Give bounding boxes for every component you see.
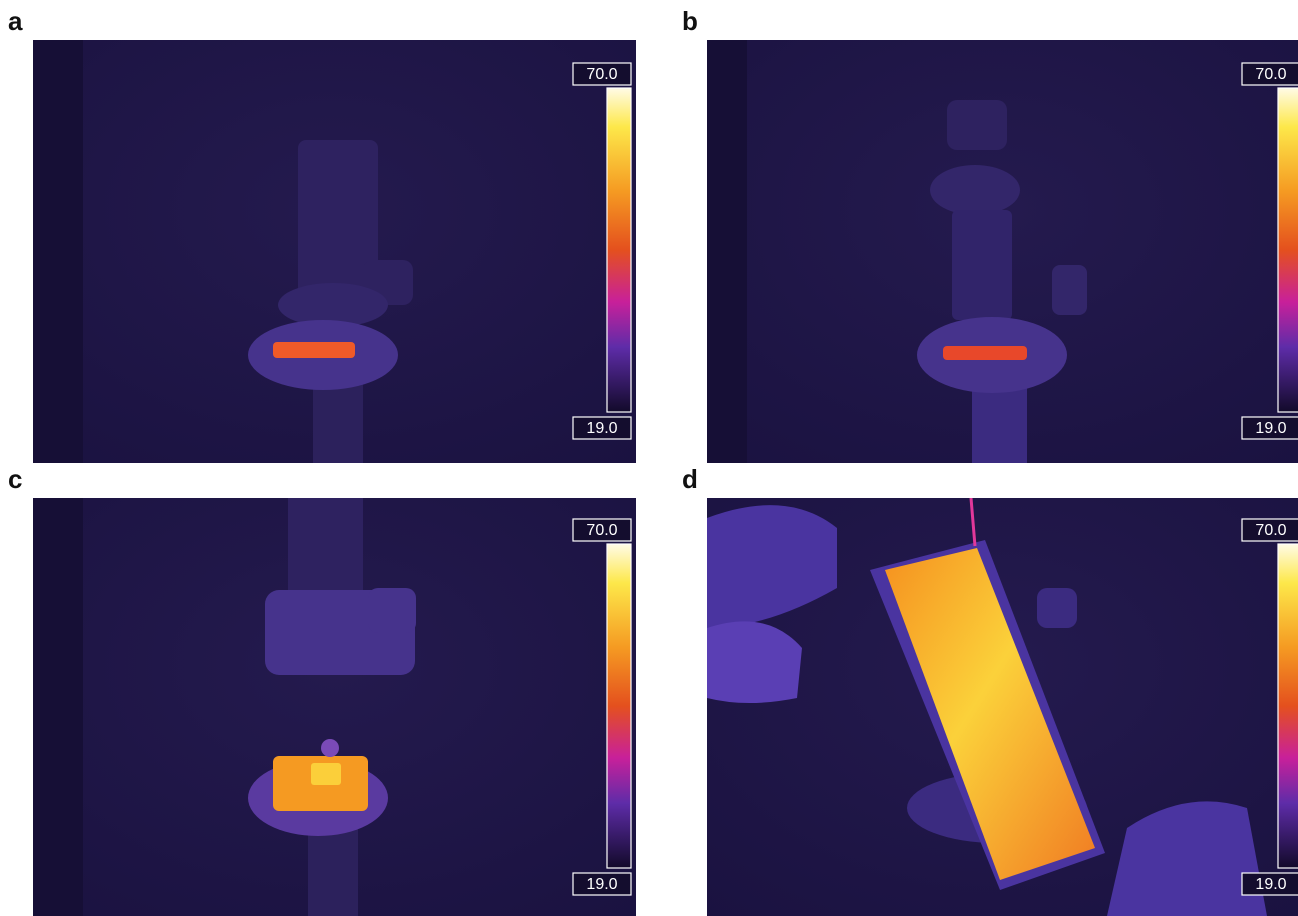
scale-max: 70.0 (586, 522, 617, 539)
thermal-image: 70.0 19.0 (33, 40, 636, 463)
shadow (707, 40, 747, 463)
scale-min: 19.0 (1255, 876, 1286, 893)
colorbar (1278, 88, 1298, 412)
bracket (368, 588, 416, 633)
knob (321, 739, 339, 757)
bracket (1052, 265, 1087, 315)
hot-spot (273, 342, 355, 358)
colorbar (607, 544, 631, 868)
hot-core (311, 763, 341, 785)
colorbar (607, 88, 631, 412)
clamp (947, 100, 1007, 150)
panel-label: a (8, 6, 23, 36)
scale-max: 70.0 (1255, 522, 1286, 539)
shadow (33, 40, 83, 463)
panel-label: d (682, 464, 698, 494)
scale-min: 19.0 (1255, 420, 1286, 437)
thermal-image: 70.0 19.0 (33, 498, 636, 916)
collar (930, 165, 1020, 215)
scale-min: 19.0 (586, 420, 617, 437)
thermal-image: 70.0 19.0 (707, 40, 1298, 463)
shadow (33, 498, 83, 916)
panel-label: c (8, 464, 22, 494)
panel-label: b (682, 6, 698, 36)
thermal-image: 70.0 19.0 (707, 498, 1298, 916)
scale-max: 70.0 (1255, 66, 1286, 83)
scale-min: 19.0 (586, 876, 617, 893)
shaft (308, 828, 358, 916)
hot-spot (943, 346, 1027, 360)
colorbar (1278, 544, 1298, 868)
bracket (1037, 588, 1077, 628)
figure: a b c d 70.0 19.0 70.0 19.0 (0, 0, 1298, 916)
scale-max: 70.0 (586, 66, 617, 83)
column (952, 210, 1012, 320)
